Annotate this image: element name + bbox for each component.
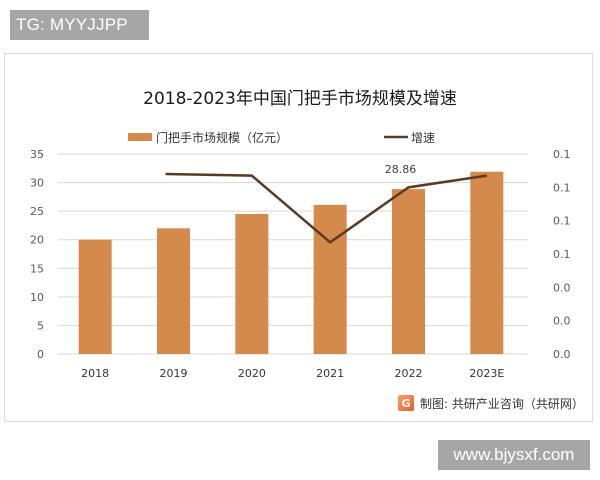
left-axis-tick: 30 <box>30 177 44 190</box>
data-label: 28.86 <box>385 163 417 176</box>
x-axis-tick: 2019 <box>160 367 188 380</box>
right-axis-tick: 0.1 <box>553 248 571 261</box>
source-text: 制图: 共研产业咨询（共研网） <box>420 396 584 411</box>
source-logo-icon: G <box>398 395 414 411</box>
chart-title: 2018-2023年中国门把手市场规模及增速 <box>143 89 457 109</box>
x-axis-tick: 2020 <box>238 367 266 380</box>
bar-2018 <box>78 239 112 354</box>
right-axis-tick: 0.1 <box>553 215 571 228</box>
watermark-tag-bottom: www.bjysxf.com <box>438 440 590 470</box>
watermark-tag-top: TG: MYYJJPP <box>10 10 149 40</box>
left-axis-tick: 0 <box>37 348 44 361</box>
right-axis-tick: 0.1 <box>553 181 571 194</box>
left-axis-tick: 5 <box>37 319 44 332</box>
legend-swatch-bar <box>128 133 152 141</box>
legend-label-bar: 门把手市场规模（亿元） <box>156 130 288 145</box>
x-axis-tick: 2018 <box>81 367 109 380</box>
left-axis-tick: 25 <box>30 205 44 218</box>
right-axis-tick: 0.1 <box>553 148 571 161</box>
bar-2020 <box>235 214 269 354</box>
chart-source: G 制图: 共研产业咨询（共研网） <box>398 393 584 413</box>
right-axis-tick: 0.0 <box>553 348 571 361</box>
left-axis-tick: 35 <box>30 148 44 161</box>
left-axis-tick: 15 <box>30 262 44 275</box>
x-axis-tick: 2023E <box>469 367 504 380</box>
bar-2023E <box>470 171 504 354</box>
legend-label-line: 增速 <box>411 131 435 145</box>
bar-2022 <box>392 189 425 354</box>
left-axis-tick: 20 <box>30 234 44 247</box>
x-axis-tick: 2022 <box>395 367 423 380</box>
bar-2019 <box>157 228 190 354</box>
bar-2021 <box>313 204 347 354</box>
right-axis-tick: 0.0 <box>553 281 571 294</box>
growth-line <box>165 172 488 244</box>
right-axis-tick: 0.0 <box>553 315 571 328</box>
left-axis-tick: 10 <box>30 291 44 304</box>
x-axis-tick: 2021 <box>316 367 344 380</box>
